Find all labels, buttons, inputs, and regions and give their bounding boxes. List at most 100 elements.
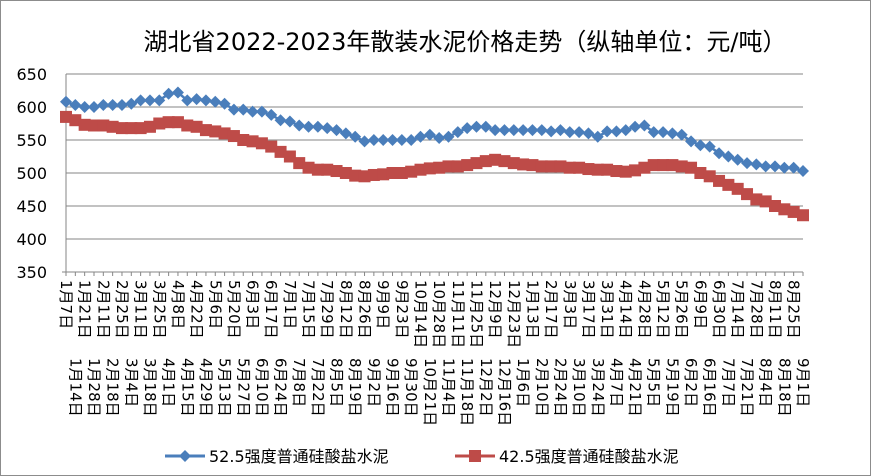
data-point — [218, 127, 231, 140]
x-tick-label: 11月18日 — [458, 358, 476, 426]
x-tick-label: 9月23日 — [393, 280, 411, 339]
x-tick-label: 7月22日 — [309, 358, 327, 417]
x-tick-label: 1月13日 — [523, 280, 541, 339]
x-tick-label: 8月19日 — [346, 358, 364, 417]
data-point — [619, 165, 632, 178]
x-tick-label: 7月28日 — [747, 280, 765, 339]
data-point — [526, 159, 539, 172]
data-point — [610, 165, 623, 178]
x-tick-label: 4月7日 — [607, 358, 625, 407]
data-point — [535, 124, 548, 137]
data-point — [358, 170, 371, 183]
data-point — [442, 130, 455, 143]
x-tick-label: 6月17日 — [262, 280, 280, 339]
data-point — [750, 193, 763, 206]
data-point — [694, 139, 707, 152]
data-point — [395, 167, 408, 179]
data-point — [769, 200, 782, 212]
x-tick-label: 8月26日 — [356, 280, 374, 339]
data-point — [750, 158, 763, 171]
data-point — [60, 95, 72, 108]
x-tick-label: 12月2日 — [477, 358, 495, 417]
data-point — [237, 103, 250, 116]
data-point — [657, 126, 670, 139]
x-tick-label: 8月18日 — [775, 358, 793, 417]
data-point — [685, 135, 698, 148]
x-tick-label: 11月25日 — [467, 280, 485, 348]
data-point — [517, 158, 530, 171]
data-point — [675, 128, 688, 141]
series-42-5 — [60, 110, 809, 222]
x-tick-label: 2月17日 — [542, 280, 560, 339]
data-point — [554, 160, 567, 173]
data-point — [545, 160, 558, 173]
data-point — [423, 128, 436, 141]
data-point — [78, 101, 91, 113]
data-point — [143, 120, 156, 133]
x-tick-label: 7月29日 — [318, 280, 336, 339]
data-point — [601, 163, 614, 176]
data-point — [106, 99, 119, 112]
x-tick-label: 5月6日 — [206, 280, 224, 329]
data-point — [731, 153, 744, 166]
data-point — [60, 110, 72, 123]
data-point — [563, 126, 576, 139]
data-point — [171, 116, 184, 129]
data-point — [283, 150, 296, 163]
data-point — [87, 101, 100, 113]
data-point — [722, 178, 735, 191]
y-tick-label: 350 — [16, 263, 47, 282]
x-tick-label: 5月5日 — [645, 358, 663, 407]
data-point — [199, 124, 212, 137]
data-point — [143, 94, 156, 107]
y-tick-label: 400 — [16, 230, 47, 249]
x-tick-label: 2月25日 — [113, 280, 131, 339]
data-point — [470, 157, 483, 170]
x-tick-label: 6月24日 — [272, 358, 290, 417]
data-point — [666, 159, 679, 172]
x-tick-label: 9月9日 — [374, 280, 392, 329]
data-point — [330, 165, 343, 178]
data-point — [759, 195, 772, 208]
data-point — [209, 125, 222, 138]
data-point — [246, 135, 259, 148]
data-point — [181, 119, 194, 132]
data-point — [666, 127, 679, 140]
data-point — [274, 145, 287, 158]
data-point — [591, 130, 604, 143]
data-point — [349, 169, 362, 182]
legend-label: 42.5强度普通硅酸盐水泥 — [499, 447, 679, 466]
y-tick-label: 450 — [16, 197, 47, 216]
x-tick-label: 5月12日 — [654, 280, 672, 339]
y-tick-label: 650 — [16, 65, 47, 84]
x-tick-label: 6月9日 — [691, 280, 709, 329]
data-point — [69, 114, 82, 127]
data-point — [405, 134, 418, 146]
x-tick-label: 4月21日 — [626, 358, 644, 417]
data-point — [507, 124, 520, 137]
data-point — [153, 117, 166, 130]
x-tick-label: 6月2日 — [682, 358, 700, 407]
data-point — [162, 116, 175, 129]
data-point — [162, 87, 175, 100]
data-point — [405, 165, 418, 178]
x-tick-label: 9月1日 — [794, 358, 812, 407]
x-tick-label: 8月5日 — [328, 358, 346, 407]
x-tick-label: 1月14日 — [66, 358, 84, 417]
y-tick-label: 600 — [16, 98, 47, 117]
data-point — [451, 126, 464, 139]
data-point — [657, 159, 670, 172]
x-tick-label: 2月11日 — [94, 280, 112, 339]
x-tick-label: 3月31日 — [598, 280, 616, 339]
data-point — [582, 127, 595, 140]
data-point — [629, 120, 642, 133]
data-point — [246, 105, 259, 118]
data-point — [302, 120, 315, 133]
data-point — [78, 118, 91, 131]
data-point — [638, 119, 651, 132]
x-tick-label: 7月15日 — [300, 280, 318, 339]
data-point — [367, 134, 380, 146]
x-tick-label: 1月7日 — [57, 280, 75, 329]
data-point — [451, 160, 464, 173]
data-point — [694, 167, 707, 179]
